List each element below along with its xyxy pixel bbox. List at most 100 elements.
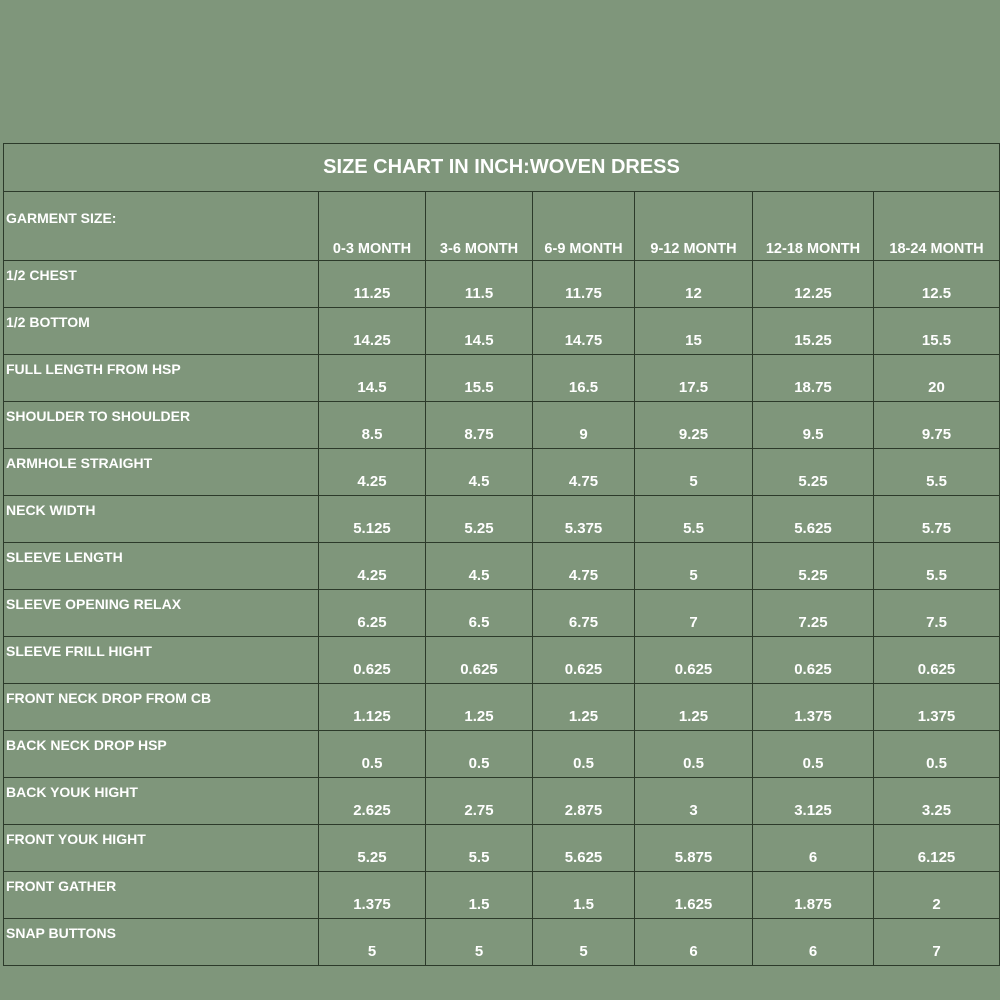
measurement-value: 5 [425, 918, 533, 966]
table-row: SLEEVE LENGTH 4.25 4.5 4.75 5 5.25 5.5 [3, 542, 1000, 590]
measurement-value: 0.5 [318, 730, 426, 778]
measurement-value: 12.25 [752, 260, 874, 308]
measurement-value: 2.875 [532, 777, 635, 825]
measurement-value: 8.75 [425, 401, 533, 449]
measurement-label: 1/2 BOTTOM [3, 307, 319, 355]
measurement-value: 5.375 [532, 495, 635, 543]
measurement-label: BACK NECK DROP HSP [3, 730, 319, 778]
measurement-value: 6.125 [872, 824, 1000, 872]
table-row: SLEEVE OPENING RELAX 6.25 6.5 6.75 7 7.25 7.5 [3, 589, 1000, 637]
measurement-value: 3.125 [752, 777, 874, 825]
measurement-value: 15.5 [872, 307, 1000, 355]
table-row: SHOULDER TO SHOULDER 8.5 8.75 9 9.25 9.5 9.75 [3, 401, 1000, 449]
measurement-value: 5.5 [872, 448, 1000, 496]
measurement-value: 0.5 [752, 730, 874, 778]
measurement-label: FULL LENGTH FROM HSP [3, 354, 319, 402]
measurement-value: 1.375 [318, 871, 426, 919]
measurement-value: 5.75 [872, 495, 1000, 543]
measurement-value: 11.5 [425, 260, 533, 308]
measurement-value: 9.75 [872, 401, 1000, 449]
measurement-value: 0.625 [634, 636, 753, 684]
measurement-value: 6 [752, 824, 874, 872]
measurement-value: 5.25 [752, 448, 874, 496]
measurement-value: 12 [634, 260, 753, 308]
measurement-value: 9.5 [752, 401, 874, 449]
measurement-value: 0.625 [425, 636, 533, 684]
measurement-value: 1.5 [532, 871, 635, 919]
measurement-value: 5.5 [425, 824, 533, 872]
measurement-value: 5.25 [425, 495, 533, 543]
measurement-value: 1.375 [752, 683, 874, 731]
measurement-value: 7.5 [872, 589, 1000, 637]
measurement-value: 0.625 [872, 636, 1000, 684]
measurement-value: 11.75 [532, 260, 635, 308]
measurement-value: 11.25 [318, 260, 426, 308]
size-header: 3-6 MONTH [425, 191, 533, 261]
measurement-value: 1.125 [318, 683, 426, 731]
measurement-label: SLEEVE LENGTH [3, 542, 319, 590]
table-row: BACK YOUK HIGHT 2.625 2.75 2.875 3 3.125 3.25 [3, 777, 1000, 825]
measurement-label: ARMHOLE STRAIGHT [3, 448, 319, 496]
measurement-value: 5.625 [752, 495, 874, 543]
measurement-value: 17.5 [634, 354, 753, 402]
measurement-value: 0.5 [872, 730, 1000, 778]
measurement-value: 6 [634, 918, 753, 966]
table-row: FULL LENGTH FROM HSP 14.5 15.5 16.5 17.5 18.7… [3, 354, 1000, 402]
measurement-value: 6 [752, 918, 874, 966]
measurement-label: FRONT GATHER [3, 871, 319, 919]
measurement-value: 7 [634, 589, 753, 637]
measurement-value: 15.5 [425, 354, 533, 402]
garment-size-label: GARMENT SIZE: [3, 191, 319, 261]
measurement-value: 5.25 [318, 824, 426, 872]
table-row: FRONT YOUK HIGHT 5.25 5.5 5.625 5.875 6 6.125 [3, 824, 1000, 872]
measurement-value: 0.625 [752, 636, 874, 684]
measurement-label: SHOULDER TO SHOULDER [3, 401, 319, 449]
size-chart-table: SIZE CHART IN INCH:WOVEN DRESS GARMENT S… [2, 143, 1000, 966]
chart-title: SIZE CHART IN INCH:WOVEN DRESS [2, 143, 1000, 192]
measurement-label: SNAP BUTTONS [3, 918, 319, 966]
header-row: GARMENT SIZE: 0-3 MONTH 3-6 MONTH 6-9 MO… [3, 191, 1000, 261]
measurement-value: 0.5 [532, 730, 635, 778]
table-row: FRONT NECK DROP FROM CB 1.125 1.25 1.25 1.25… [3, 683, 1000, 731]
measurement-value: 6.25 [318, 589, 426, 637]
measurement-value: 1.25 [634, 683, 753, 731]
measurement-value: 12.5 [872, 260, 1000, 308]
measurement-value: 14.75 [532, 307, 635, 355]
size-header: 12-18 MONTH [752, 191, 874, 261]
measurement-value: 9 [532, 401, 635, 449]
table-row: NECK WIDTH 5.125 5.25 5.375 5.5 5.625 5.75 [3, 495, 1000, 543]
measurement-value: 2 [872, 871, 1000, 919]
measurement-value: 15 [634, 307, 753, 355]
measurement-value: 16.5 [532, 354, 635, 402]
measurement-value: 18.75 [752, 354, 874, 402]
measurement-label: BACK YOUK HIGHT [3, 777, 319, 825]
measurement-value: 1.5 [425, 871, 533, 919]
measurement-label: 1/2 CHEST [3, 260, 319, 308]
size-header: 6-9 MONTH [532, 191, 635, 261]
measurement-label: FRONT YOUK HIGHT [3, 824, 319, 872]
measurement-value: 9.25 [634, 401, 753, 449]
measurement-value: 2.625 [318, 777, 426, 825]
table-row: 1/2 CHEST 11.25 11.5 11.75 12 12.25 12.5 [3, 260, 1000, 308]
measurement-value: 5.5 [872, 542, 1000, 590]
measurement-value: 3 [634, 777, 753, 825]
measurement-value: 5.25 [752, 542, 874, 590]
measurement-value: 4.75 [532, 542, 635, 590]
measurement-label: SLEEVE OPENING RELAX [3, 589, 319, 637]
measurement-value: 14.5 [425, 307, 533, 355]
size-header: 18-24 MONTH [872, 191, 1000, 261]
measurement-value: 1.375 [872, 683, 1000, 731]
measurement-label: FRONT NECK DROP FROM CB [3, 683, 319, 731]
measurement-label: NECK WIDTH [3, 495, 319, 543]
measurement-value: 5 [532, 918, 635, 966]
measurement-value: 0.625 [318, 636, 426, 684]
table-row: SLEEVE FRILL HIGHT 0.625 0.625 0.625 0.625 0.… [3, 636, 1000, 684]
table-row: SNAP BUTTONS 5 5 5 6 6 7 [3, 918, 1000, 966]
measurement-value: 0.5 [634, 730, 753, 778]
measurement-value: 0.625 [532, 636, 635, 684]
measurement-value: 5 [318, 918, 426, 966]
measurement-value: 20 [872, 354, 1000, 402]
measurement-value: 6.5 [425, 589, 533, 637]
measurement-value: 1.25 [425, 683, 533, 731]
